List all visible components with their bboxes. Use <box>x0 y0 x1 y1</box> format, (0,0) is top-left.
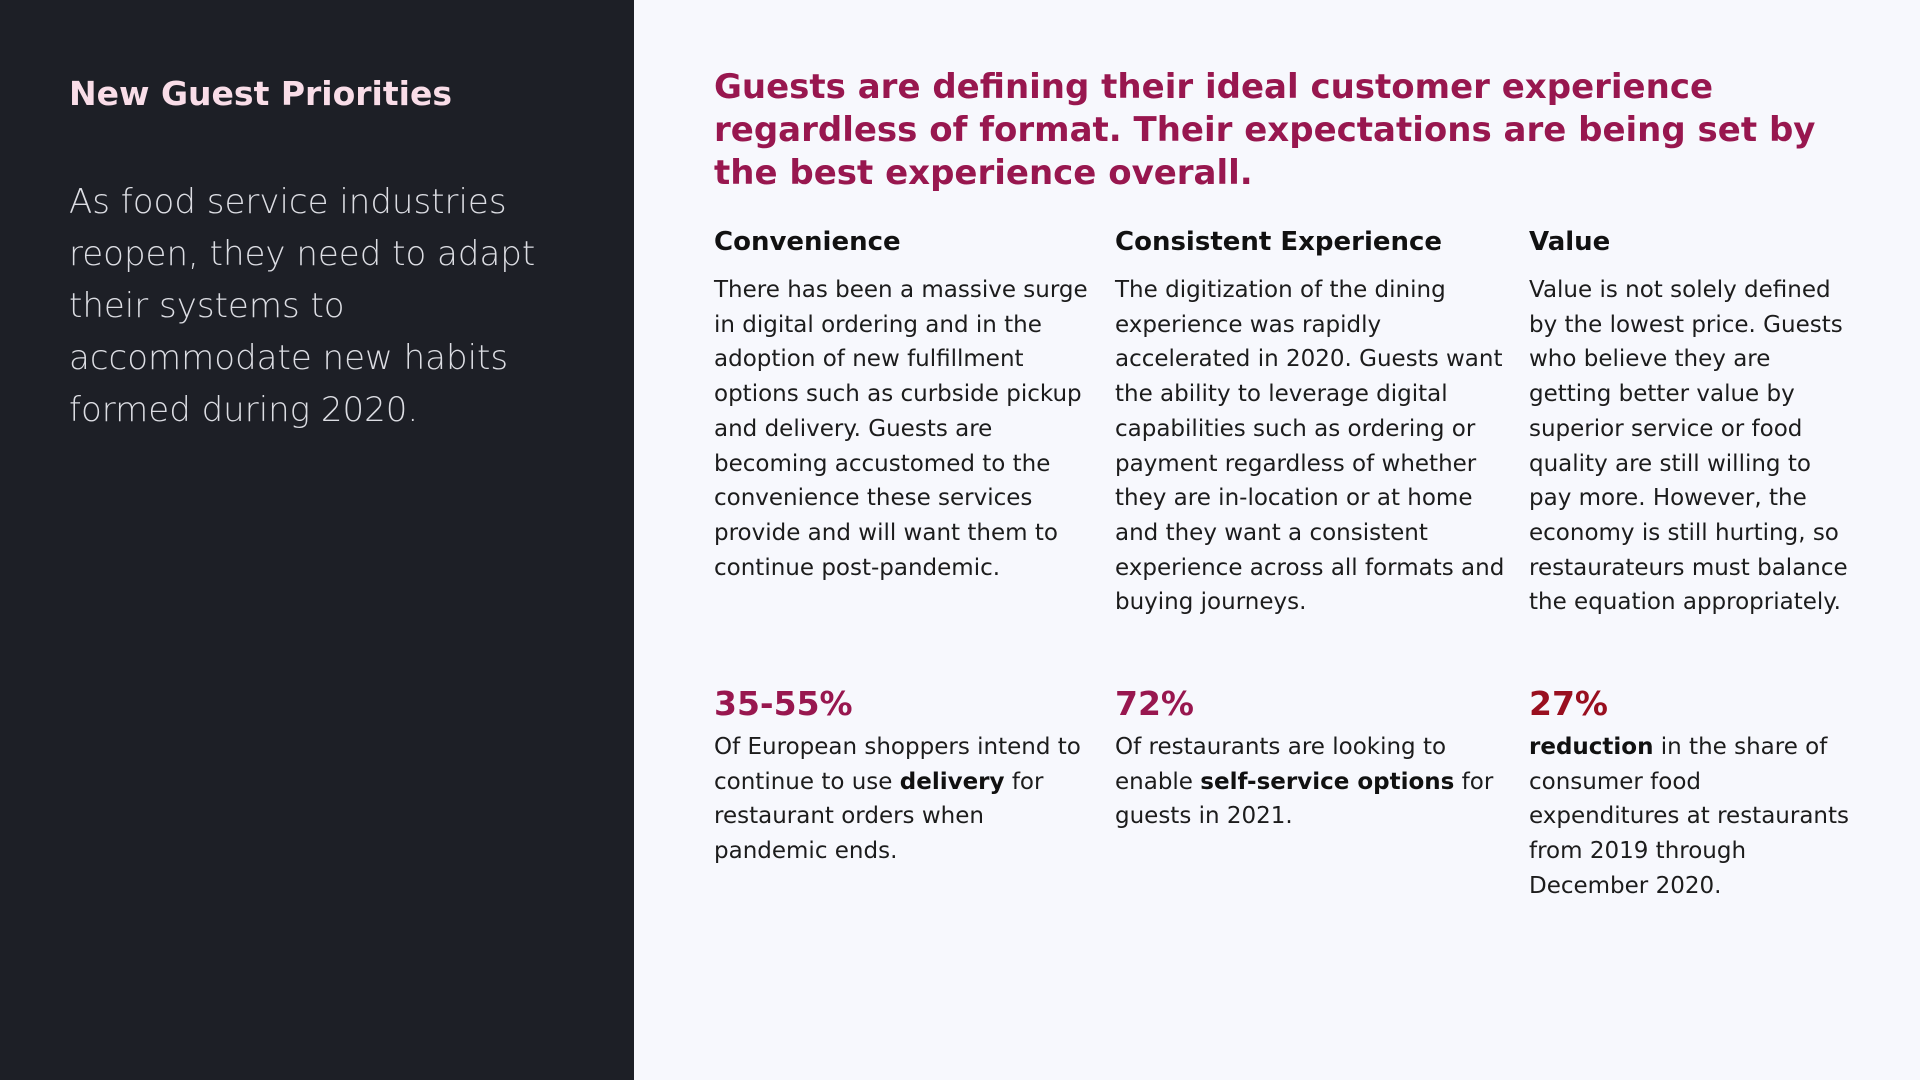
priority-columns: Convenience There has been a massive sur… <box>714 225 1870 620</box>
stat-text-post: for guests in 2021. <box>1115 768 1494 830</box>
column-heading: Value <box>1529 227 1611 257</box>
stat-delivery: 35-55% Of European shoppers intend to co… <box>714 684 1115 904</box>
stat-reduction: 27% reduction in the share of consumer f… <box>1529 684 1870 904</box>
column-convenience: Convenience There has been a massive sur… <box>714 225 1115 620</box>
stat-text-pre: Of European shoppers intend to continue … <box>714 734 1081 795</box>
stat-text-bold: self-service options <box>1200 768 1455 795</box>
stat-description: Of European shoppers intend to continue … <box>714 730 1115 869</box>
column-consistent-experience: Consistent Experience The digitization o… <box>1115 225 1529 620</box>
column-heading: Consistent Experience <box>1115 227 1443 257</box>
column-body: Value is not solely defined by the lowes… <box>1529 277 1848 616</box>
stat-value: 72% <box>1115 684 1194 724</box>
stat-text-bold: delivery <box>899 768 1005 795</box>
stat-self-service: 72% Of restaurants are looking to enable… <box>1115 684 1529 904</box>
column-body: The digitization of the dining experienc… <box>1115 277 1505 616</box>
stat-text-pre: Of restaurants are looking to enable <box>1115 734 1447 795</box>
stat-text-post: for restaurant orders when pandemic ends… <box>714 768 1044 865</box>
sidebar-intro: As food service industries reopen, they … <box>69 182 536 430</box>
right-panel: Guests are defining their ideal customer… <box>634 0 1920 1080</box>
stat-description: reduction in the share of consumer food … <box>1529 730 1870 904</box>
left-panel: New Guest Priorities As food service ind… <box>0 0 634 1080</box>
stats-row: 35-55% Of European shoppers intend to co… <box>714 684 1870 904</box>
headline: Guests are defining their ideal customer… <box>714 67 1816 193</box>
stat-value: 27% <box>1529 684 1608 724</box>
stat-value: 35-55% <box>714 684 853 724</box>
column-value: Value Value is not solely defined by the… <box>1529 225 1870 620</box>
stat-description: Of restaurants are looking to enable sel… <box>1115 730 1529 834</box>
sidebar-title: New Guest Priorities <box>69 74 452 113</box>
stat-text-bold: reduction <box>1529 734 1654 761</box>
column-body: There has been a massive surge in digita… <box>714 277 1088 581</box>
stat-text-post: in the share of consumer food expenditur… <box>1529 734 1849 899</box>
column-heading: Convenience <box>714 227 901 257</box>
